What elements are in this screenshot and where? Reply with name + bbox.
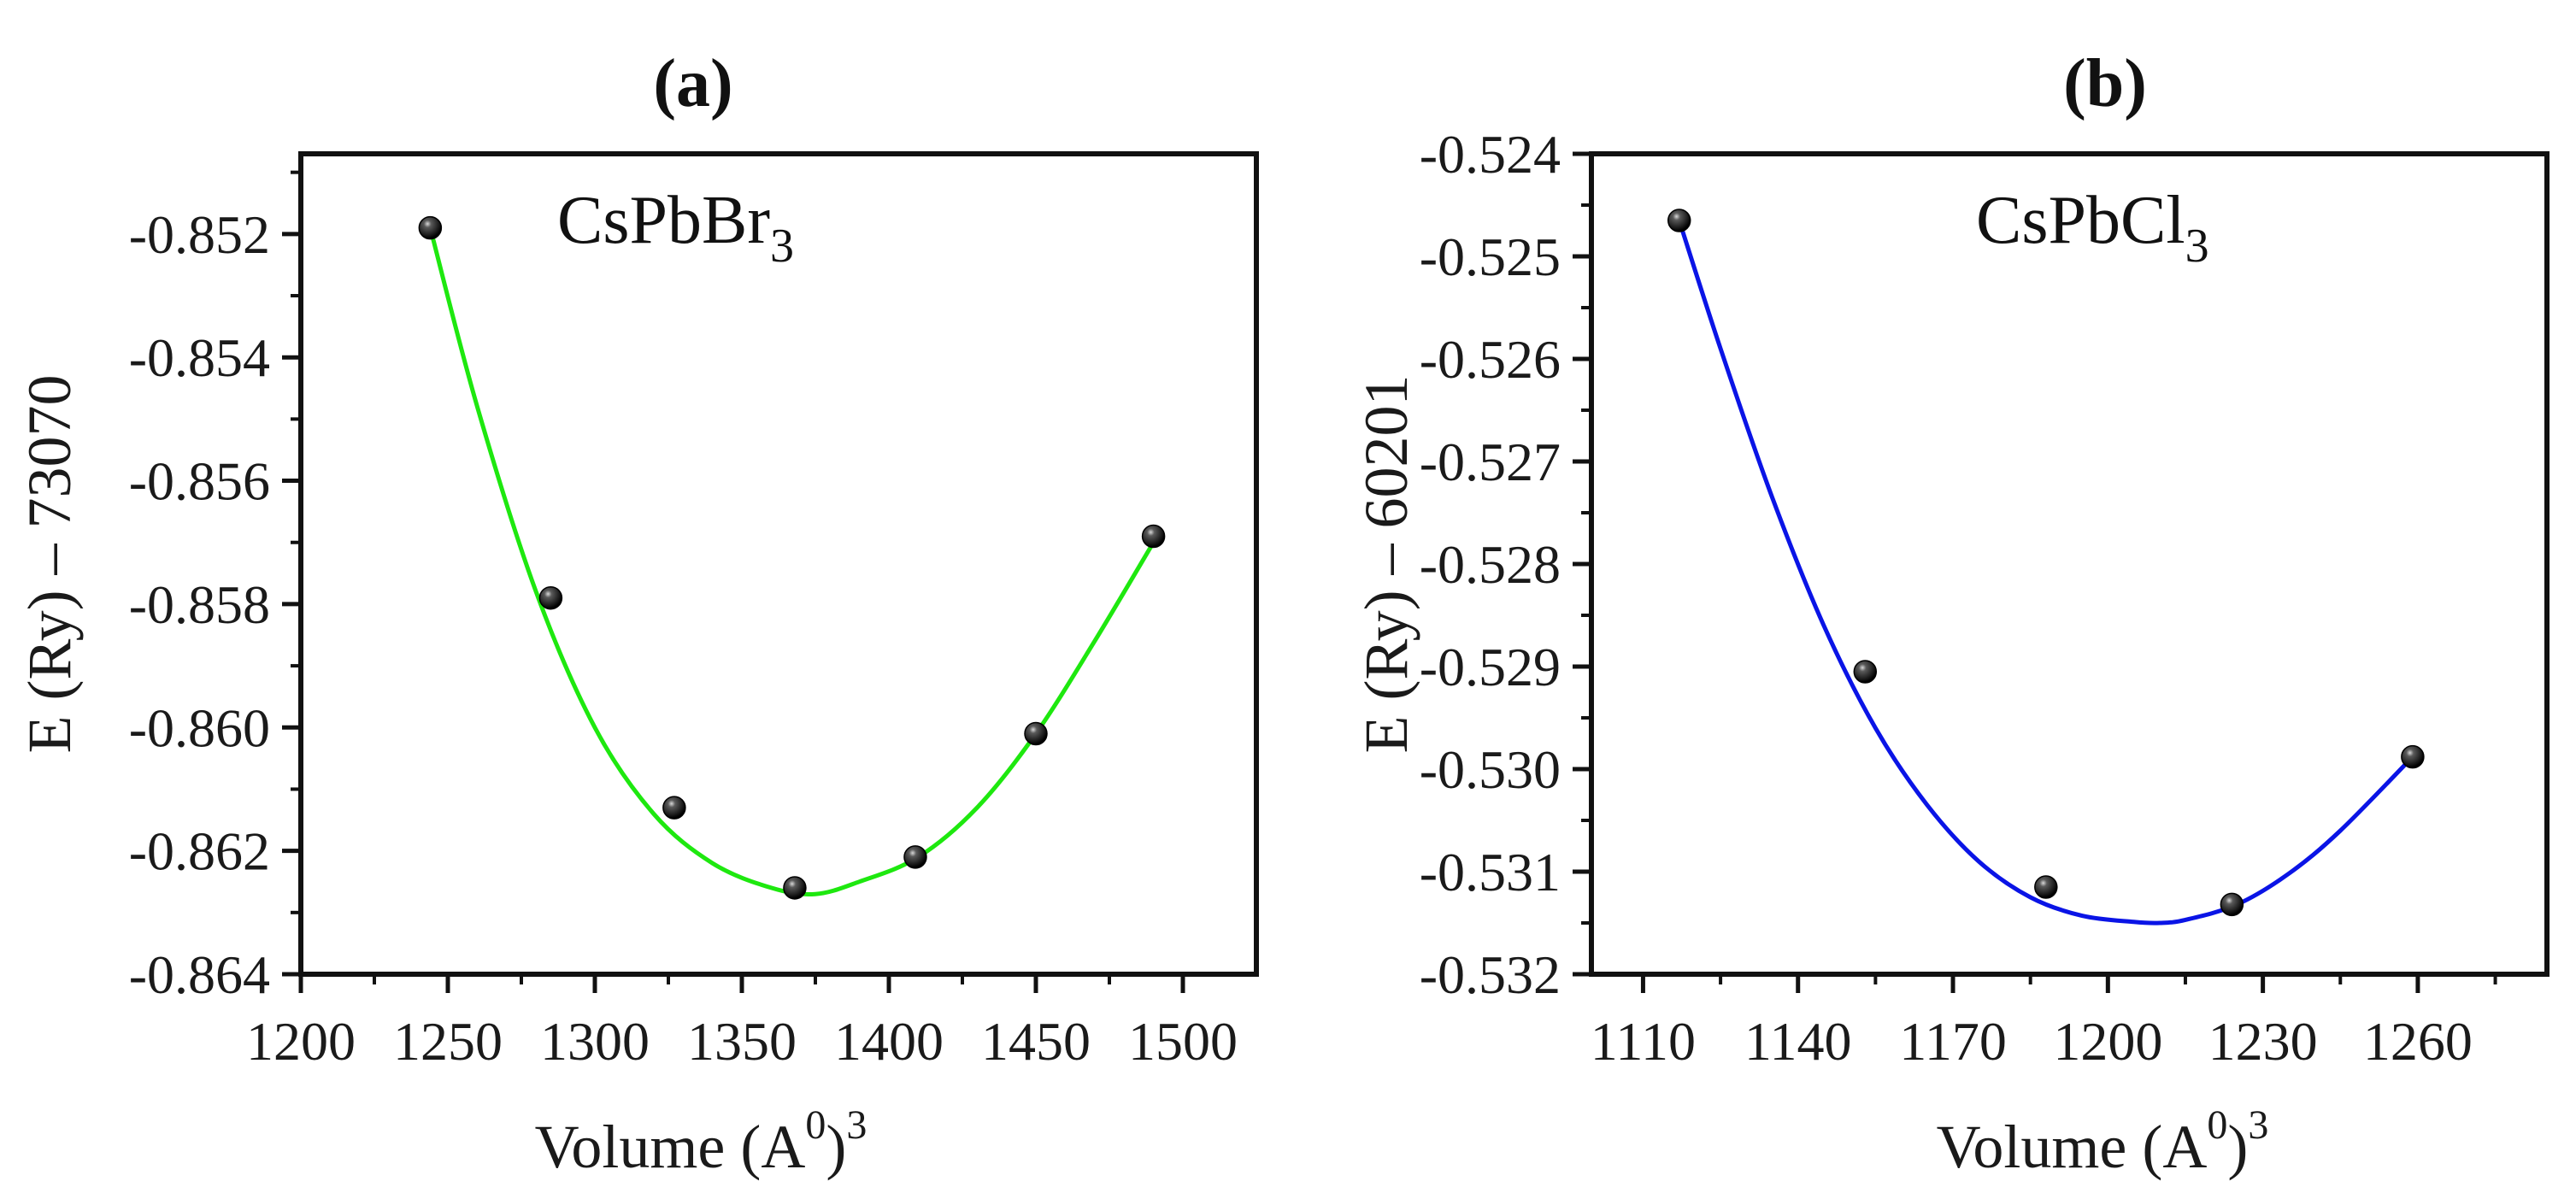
data-point-a [418,215,443,240]
fit-curve-a [427,226,1156,896]
y-tick-label-b: -0.529 [1420,637,1561,697]
x-tick-label-a: 1450 [981,1011,1091,1072]
panel-title-b: (b) [2063,46,2147,121]
y-tick-label-a: -0.862 [129,821,270,882]
x-tick-label-a: 1350 [687,1011,797,1072]
x-tick-label-a: 1400 [834,1011,944,1072]
y-tick-label-a: -0.864 [129,944,270,1005]
data-point-a [783,876,807,900]
axis-ticks-a: 1200 1250 1300 1350 1400 1450 1500 -0.852 -0.854… [129,170,1238,1072]
data-point-b [1667,209,1691,232]
x-tick-label-b: 1140 [1744,1011,1852,1072]
data-point-b [2220,892,2244,917]
x-tick-label-a: 1250 [393,1011,503,1072]
panel-title-a: (a) [653,46,732,121]
data-points-a [418,215,1166,900]
y-tick-label-a: -0.860 [129,697,270,758]
x-tick-label-a: 1300 [540,1011,650,1072]
data-point-b [1853,660,1878,684]
data-point-a [538,585,563,610]
x-tick-label-a: 1200 [246,1011,356,1072]
x-tick-label-b: 1170 [1899,1011,2007,1072]
axis-ticks-b: 1110 1140 1170 1200 1230 1260 -0.524 -0.525 -0.5… [1420,124,2497,1072]
x-axis-title-a: Volume (A0)3 [535,1102,867,1181]
material-label-b: CsPbCl3 [1976,183,2209,273]
y-axis-title-b: E (Ry) – 60201 [1352,374,1420,753]
x-tick-label-b: 1260 [2363,1011,2473,1072]
data-point-a [903,845,927,869]
x-tick-label-b: 1200 [2053,1011,2162,1072]
y-tick-label-b: -0.532 [1420,944,1561,1005]
x-axis-title-b: Volume (A0)3 [1937,1102,2269,1181]
y-tick-label-b: -0.530 [1420,739,1561,800]
x-tick-label-a: 1500 [1128,1011,1238,1072]
data-point-a [1024,721,1048,746]
plot-frame-b [1589,151,2550,977]
x-tick-label-b: 1110 [1591,1011,1696,1072]
plot-frame-a [298,151,1259,977]
y-axis-title-a: E (Ry) – 73070 [15,374,84,753]
y-tick-label-a: -0.856 [129,451,270,512]
data-points-b [1667,209,2425,917]
fit-curve-b [1677,220,2414,926]
y-tick-label-b: -0.524 [1420,124,1561,185]
y-tick-label-b: -0.528 [1420,534,1561,595]
panel-a-chart: (a) CsPbBr3 1200 1250 1300 1350 1400 1450 1500… [15,46,1259,1181]
data-point-b [2401,744,2425,769]
y-tick-label-b: -0.525 [1420,226,1561,287]
data-point-b [2034,875,2058,899]
y-tick-label-b: -0.527 [1420,432,1561,492]
y-tick-label-b: -0.526 [1420,329,1561,390]
data-point-a [662,796,686,820]
y-tick-label-a: -0.854 [129,327,270,388]
material-label-a: CsPbBr3 [557,183,794,273]
y-tick-label-b: -0.531 [1420,842,1561,902]
data-point-a [1141,524,1166,549]
x-tick-label-b: 1230 [2208,1011,2318,1072]
panel-b-chart: (b) CsPbCl3 1110 1140 1170 1200 1230 1260 -0.5… [1352,46,2550,1181]
y-tick-label-a: -0.858 [129,574,270,635]
y-tick-label-a: -0.852 [129,204,270,265]
